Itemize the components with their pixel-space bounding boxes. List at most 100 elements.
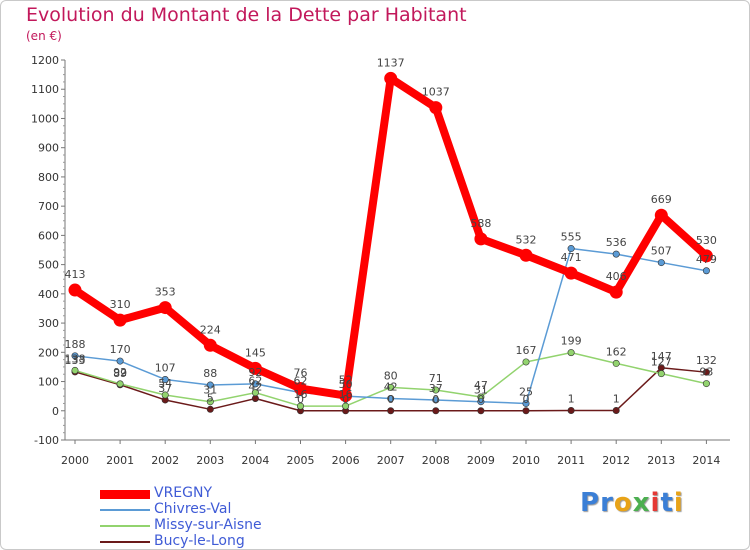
logo-letter: i — [673, 488, 684, 518]
data-label: 25 — [519, 385, 533, 398]
data-point — [522, 399, 530, 407]
x-tick-label: 2001 — [106, 454, 134, 467]
data-point — [612, 250, 620, 258]
data-label: 471 — [561, 251, 582, 264]
data-label: 16 — [294, 388, 308, 401]
x-tick-label: 2010 — [512, 454, 540, 467]
data-point — [612, 359, 620, 367]
data-label: 138 — [65, 352, 86, 365]
logo-letter: t — [660, 488, 674, 518]
data-point — [432, 386, 440, 394]
data-point — [477, 407, 485, 415]
y-tick-label: -100 — [34, 434, 59, 447]
legend-item: Bucy-le-Long — [100, 533, 360, 550]
x-tick-label: 2005 — [287, 454, 315, 467]
data-label: 5 — [207, 391, 214, 404]
legend-label: Bucy-le-Long — [154, 533, 245, 549]
x-tick-label: 2009 — [467, 454, 495, 467]
y-tick-label: 200 — [38, 346, 59, 359]
data-label: 167 — [516, 344, 537, 357]
data-label: 507 — [651, 245, 672, 258]
data-label: 16 — [339, 388, 353, 401]
series-layer — [68, 71, 713, 415]
x-tick-label: 2008 — [422, 454, 450, 467]
data-point — [206, 381, 214, 389]
data-point — [567, 245, 575, 253]
data-point — [116, 357, 124, 365]
data-label: 88 — [203, 367, 217, 380]
data-point — [519, 248, 533, 262]
legend-label: Chivres-Val — [154, 501, 232, 517]
legend-label: Missy-sur-Aisne — [154, 517, 262, 533]
proxiti-logo: Proxiti — [580, 488, 684, 518]
data-label: 93 — [699, 366, 713, 379]
data-label: 1 — [568, 392, 575, 405]
data-label: 147 — [651, 350, 672, 363]
data-label: 62 — [294, 375, 308, 388]
data-label: 536 — [606, 236, 627, 249]
data-point — [474, 232, 488, 246]
data-point — [654, 208, 668, 222]
data-label: 37 — [158, 382, 172, 395]
data-label: 80 — [384, 369, 398, 382]
data-label: 145 — [245, 346, 266, 359]
series-missy-sur-aisne — [71, 349, 710, 410]
data-point — [206, 405, 214, 413]
y-tick-label: 600 — [38, 229, 59, 242]
data-label: 47 — [474, 379, 488, 392]
data-label: 127 — [651, 356, 672, 369]
legend: VREGNY Chivres-Val Missy-sur-Aisne Bucy-le-… — [100, 485, 360, 550]
x-tick-label: 2000 — [61, 454, 89, 467]
data-point — [248, 361, 262, 375]
data-point — [702, 368, 710, 376]
data-label: 406 — [606, 270, 627, 283]
data-point — [384, 71, 398, 85]
data-label: 0 — [432, 393, 439, 406]
logo-letter: P — [580, 488, 601, 518]
data-label: 42 — [248, 380, 262, 393]
data-point — [339, 389, 353, 403]
data-point — [522, 407, 530, 415]
y-tick-label: 100 — [38, 376, 59, 389]
data-point — [387, 394, 395, 402]
data-label: 588 — [470, 217, 491, 230]
data-point — [432, 396, 440, 404]
data-point — [251, 389, 259, 397]
data-label: 0 — [477, 393, 484, 406]
data-label: 89 — [113, 367, 127, 380]
logo-letter: i — [650, 488, 661, 518]
y-tick-label: 500 — [38, 259, 59, 272]
y-tick-label: 700 — [38, 200, 59, 213]
x-tick-label: 2004 — [241, 454, 269, 467]
legend-swatch — [100, 525, 150, 527]
data-label: 76 — [294, 367, 308, 380]
legend-label: VREGNY — [154, 485, 213, 501]
x-tick-label: 2014 — [692, 454, 720, 467]
data-point — [387, 383, 395, 391]
x-tick-label: 2007 — [377, 454, 405, 467]
data-label: 170 — [110, 343, 131, 356]
chart-title: Evolution du Montant de la Dette par Hab… — [26, 4, 467, 26]
x-tick-label: 2011 — [557, 454, 585, 467]
data-label: 0 — [523, 393, 530, 406]
data-point — [699, 249, 713, 263]
data-label: 1 — [613, 392, 620, 405]
logo-letter: r — [600, 488, 614, 518]
data-label: 188 — [65, 338, 86, 351]
data-point — [387, 407, 395, 415]
series-chivres-val — [71, 245, 710, 407]
data-point — [294, 382, 307, 396]
legend-item: Chivres-Val — [100, 501, 360, 518]
data-label: 62 — [248, 375, 262, 388]
legend-swatch — [100, 489, 150, 499]
y-tick-label: 1200 — [31, 54, 59, 67]
data-label: 669 — [651, 193, 672, 206]
x-tick-label: 2013 — [647, 454, 675, 467]
data-label: 0 — [342, 393, 349, 406]
data-point — [113, 313, 127, 327]
data-label: 92 — [248, 366, 262, 379]
data-point — [68, 283, 82, 297]
data-point — [342, 402, 350, 410]
data-point — [657, 259, 665, 267]
data-label: 107 — [155, 361, 176, 374]
